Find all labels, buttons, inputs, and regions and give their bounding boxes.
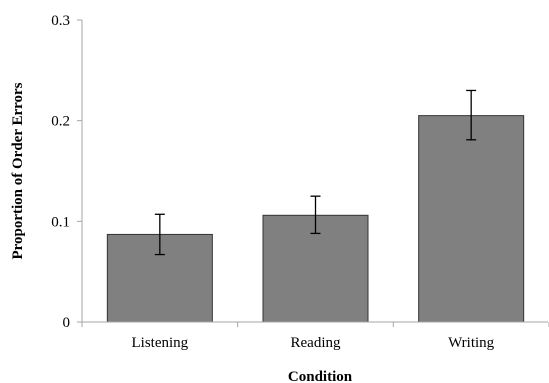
y-tick-label: 0.1 xyxy=(51,214,70,230)
y-tick-label: 0 xyxy=(63,315,71,331)
x-axis-ticks: Listening Reading Writing xyxy=(81,322,549,351)
bar xyxy=(418,115,525,323)
y-axis-ticks: 0 0.1 0.2 0.3 xyxy=(51,13,82,331)
y-axis-title: Proportion of Order Errors xyxy=(10,82,26,259)
x-tick-label: Listening xyxy=(131,335,188,351)
error-bars xyxy=(154,89,477,256)
x-axis-title: Condition xyxy=(288,369,353,383)
y-tick-label: 0.3 xyxy=(51,13,70,29)
x-tick-label: Writing xyxy=(448,335,495,351)
x-tick-label: Reading xyxy=(291,335,341,351)
y-tick-label: 0.2 xyxy=(51,114,70,130)
